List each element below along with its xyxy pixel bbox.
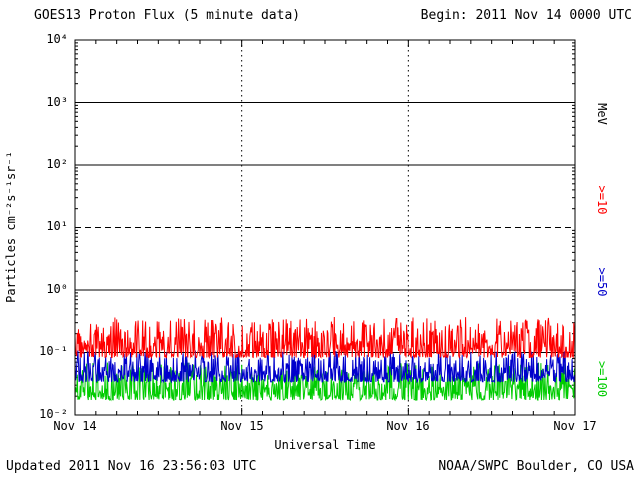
y-tick-label: 10⁻¹	[39, 344, 68, 358]
series-line-10-mev	[74, 316, 576, 360]
y-tick-label: 10³	[46, 95, 68, 109]
right-series-label-ge100: >=100	[595, 360, 609, 398]
x-tick-label: Nov 16	[386, 419, 430, 433]
y-tick-label: 10²	[46, 157, 68, 171]
y-tick-label: 10⁻²	[39, 407, 68, 421]
right-series-label-ge50: >=50	[595, 267, 609, 297]
y-tick-label: 10¹	[46, 219, 68, 233]
y-tick-label: 10⁴	[46, 32, 68, 46]
x-axis-label: Universal Time	[274, 438, 376, 452]
plot-frame	[74, 39, 576, 416]
series-line-50-mev	[74, 350, 576, 384]
chart-title: GOES13 Proton Flux (5 minute data)	[34, 8, 301, 23]
x-tick-label: Nov 14	[53, 419, 97, 433]
begin-time-label: Begin: 2011 Nov 14 0000 UTC	[420, 8, 632, 23]
updated-timestamp: Updated 2011 Nov 16 23:56:03 UTC	[6, 459, 257, 474]
credit-label: NOAA/SWPC Boulder, CO USA	[438, 459, 634, 474]
y-tick-label: 10⁰	[46, 282, 68, 296]
x-tick-label: Nov 15	[220, 419, 264, 433]
x-tick-label: Nov 17	[553, 419, 597, 433]
series-line-100-mev	[74, 362, 576, 402]
right-axis-unit-label: MeV	[595, 103, 609, 125]
right-series-label-ge10: >=10	[595, 185, 609, 215]
